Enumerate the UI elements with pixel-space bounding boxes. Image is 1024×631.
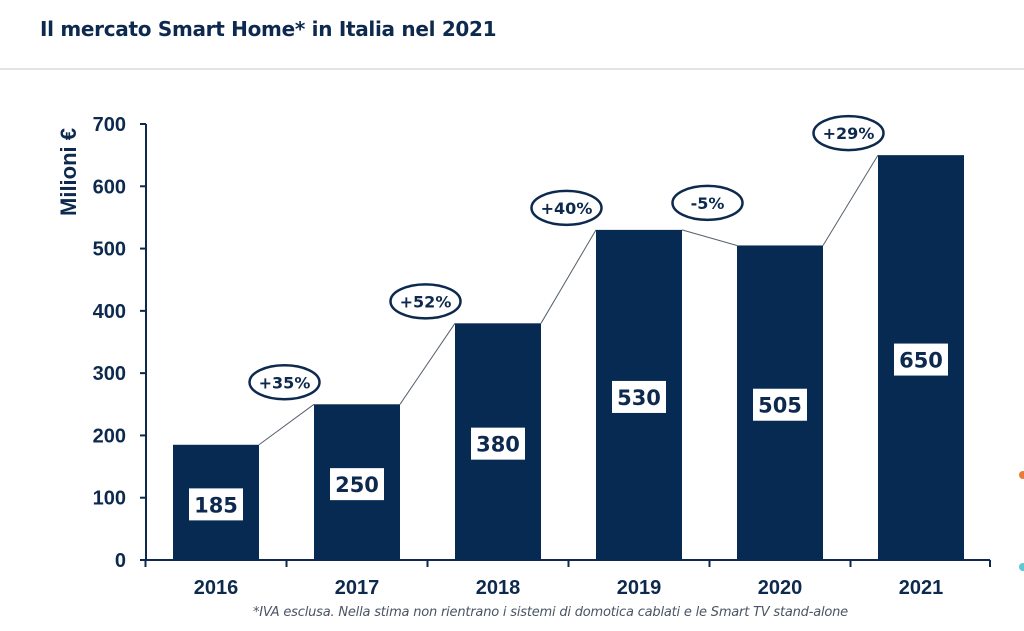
title-divider: [0, 68, 1024, 70]
decorative-dot-teal: [1019, 563, 1024, 571]
growth-label: +35%: [259, 373, 311, 392]
growth-badge: [530, 189, 603, 227]
data-label-box: [612, 380, 666, 413]
y-tick-label: 200: [93, 425, 126, 447]
data-label-box: [189, 488, 243, 521]
data-label: 650: [899, 349, 943, 373]
data-label: 530: [617, 386, 661, 410]
growth-connector: [540, 229, 597, 324]
growth-badge: [671, 184, 744, 222]
y-tick-label: 0: [115, 550, 126, 572]
data-label: 250: [335, 473, 379, 497]
data-label-box: [471, 427, 525, 460]
growth-badge: [248, 364, 321, 401]
y-tick-label: 500: [93, 239, 126, 261]
data-label-box: [894, 343, 948, 376]
x-axis: 2016 2017 2018 2019 2020 2021: [144, 559, 991, 599]
y-tick-label: 600: [93, 176, 126, 198]
data-label: 380: [476, 433, 520, 457]
chart-title: Il mercato Smart Home* in Italia nel 202…: [40, 17, 497, 41]
x-tick-label: 2017: [335, 577, 380, 599]
growth-label: +40%: [541, 199, 593, 218]
growth-label: +52%: [400, 292, 452, 311]
x-tick-label: 2019: [617, 577, 662, 599]
y-axis-label: Milioni €: [56, 128, 81, 216]
y-tick-label: 400: [93, 301, 126, 323]
data-label: 505: [758, 394, 802, 418]
growth-connectors: [258, 154, 879, 446]
growth-badge: [389, 283, 462, 320]
y-axis: 0 100 200 300 400 500 600 700: [93, 114, 147, 572]
x-tick-label: 2018: [476, 577, 521, 599]
data-label-box: [330, 468, 384, 501]
growth-connector: [822, 154, 879, 246]
x-tick-label: 2020: [758, 577, 803, 599]
growth-badge: [812, 114, 885, 152]
growth-annotations: +35% +52% +40% -5% +29%: [248, 114, 885, 401]
decorative-dot-orange: [1019, 471, 1024, 479]
footnote: *IVA esclusa. Nella stima non rientrano …: [253, 605, 848, 620]
growth-label: -5%: [691, 194, 725, 213]
data-labels: 185 250 380 530 505 650: [189, 343, 948, 521]
y-tick-label: 100: [93, 488, 126, 510]
growth-connector: [399, 323, 456, 405]
data-label-box: [753, 388, 807, 421]
x-tick-label: 2016: [194, 577, 239, 599]
growth-label: +29%: [823, 124, 875, 143]
data-label: 185: [194, 493, 238, 517]
x-tick-label: 2021: [899, 577, 944, 599]
growth-connector: [681, 229, 738, 246]
y-tick-label: 300: [93, 363, 126, 385]
y-tick-label: 700: [93, 114, 126, 136]
growth-connector: [258, 403, 315, 446]
